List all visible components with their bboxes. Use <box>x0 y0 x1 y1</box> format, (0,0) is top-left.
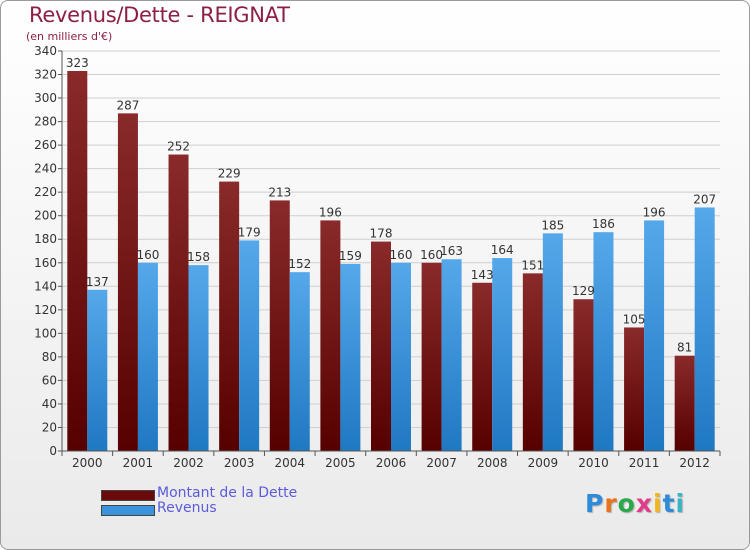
bar-debt <box>371 241 391 451</box>
bar-revenue <box>441 259 462 451</box>
legend-label-debt: Montant de la Dette <box>157 485 298 501</box>
x-tick-label: 2001 <box>123 456 154 470</box>
x-tick-label: 2000 <box>72 456 103 470</box>
y-tick-label: 60 <box>42 373 57 387</box>
y-tick-label: 0 <box>49 444 57 458</box>
x-tick-label: 2010 <box>578 456 609 470</box>
data-label-debt: 229 <box>218 167 241 181</box>
bar-revenue <box>694 207 715 451</box>
bar-revenue <box>340 263 361 451</box>
data-label-revenue: 185 <box>541 218 564 232</box>
y-tick-label: 340 <box>34 44 57 58</box>
y-tick-label: 140 <box>34 279 57 293</box>
data-label-revenue: 186 <box>592 217 615 231</box>
x-tick-label: 2009 <box>528 456 559 470</box>
bar-debt <box>522 273 543 451</box>
bar-debt <box>421 262 442 451</box>
data-label-revenue: 164 <box>491 243 514 257</box>
bar-revenue <box>391 262 411 451</box>
bar-debt <box>320 220 341 451</box>
data-label-debt: 178 <box>370 227 393 241</box>
bar-debt <box>117 113 138 452</box>
x-tick-label: 2007 <box>426 456 457 470</box>
y-tick-label: 120 <box>34 303 57 317</box>
bar-revenue <box>644 220 665 451</box>
y-tick-label: 260 <box>34 138 57 152</box>
bar-revenue <box>542 233 563 451</box>
bar-revenue <box>239 240 260 451</box>
legend-label-revenue: Revenus <box>157 500 217 516</box>
data-label-revenue: 163 <box>440 244 463 258</box>
logo-letter: i <box>675 489 686 518</box>
x-tick-label: 2004 <box>274 456 305 470</box>
y-tick-label: 80 <box>42 350 57 364</box>
data-label-debt: 213 <box>268 185 291 199</box>
y-tick-label: 220 <box>34 185 57 199</box>
logo-letter: x <box>635 489 653 518</box>
bar-revenue <box>593 232 614 451</box>
data-label-debt: 143 <box>471 268 494 282</box>
data-label-debt: 252 <box>167 140 190 154</box>
proxiti-logo: Proxiti <box>585 489 685 518</box>
data-label-debt: 196 <box>319 205 342 219</box>
x-tick-label: 2012 <box>679 456 710 470</box>
data-label-revenue: 152 <box>288 257 311 271</box>
bar-revenue <box>137 262 158 451</box>
x-tick-label: 2006 <box>376 456 407 470</box>
y-tick-label: 240 <box>34 162 57 176</box>
data-label-debt: 323 <box>66 56 89 70</box>
x-tick-label: 2003 <box>224 456 255 470</box>
bar-debt <box>67 71 88 451</box>
data-label-debt: 129 <box>572 284 595 298</box>
data-label-revenue: 158 <box>187 250 210 264</box>
data-label-revenue: 207 <box>693 192 716 206</box>
y-tick-label: 160 <box>34 256 57 270</box>
legend-swatch-debt <box>101 490 155 501</box>
logo-letter: t <box>662 489 676 518</box>
y-tick-label: 280 <box>34 115 57 129</box>
y-tick-label: 100 <box>34 326 57 340</box>
bar-debt <box>219 181 240 451</box>
logo-letter: P <box>585 489 605 518</box>
data-label-debt: 105 <box>623 312 646 326</box>
bar-debt <box>674 355 695 451</box>
bar-debt <box>573 299 594 451</box>
data-label-revenue: 160 <box>136 248 159 262</box>
logo-letter: o <box>617 489 636 518</box>
data-label-revenue: 196 <box>643 205 666 219</box>
data-label-revenue: 159 <box>339 249 362 263</box>
x-tick-label: 2011 <box>629 456 660 470</box>
bar-revenue <box>289 272 310 451</box>
chart-subtitle: (en milliers d'€) <box>26 30 113 43</box>
data-label-debt: 287 <box>116 98 139 112</box>
legend-swatch-revenue <box>101 505 155 516</box>
data-label-revenue: 160 <box>390 248 413 262</box>
data-label-revenue: 179 <box>238 225 261 239</box>
y-tick-label: 320 <box>34 68 57 82</box>
data-label-debt: 81 <box>677 341 692 355</box>
bar-debt <box>168 154 189 451</box>
x-tick-label: 2002 <box>173 456 204 470</box>
x-tick-label: 2005 <box>325 456 356 470</box>
bar-revenue <box>188 265 209 451</box>
logo-letter: r <box>604 489 618 518</box>
data-label-debt: 151 <box>521 258 544 272</box>
bar-debt <box>472 282 493 451</box>
chart-title: Revenus/Dette - REIGNAT <box>29 3 290 27</box>
data-label-debt: 160 <box>420 248 443 262</box>
y-tick-label: 40 <box>42 397 57 411</box>
y-tick-label: 20 <box>42 420 57 434</box>
logo-letter: i <box>653 489 663 518</box>
y-tick-label: 180 <box>34 232 57 246</box>
bar-revenue <box>492 258 513 451</box>
bar-revenue <box>87 289 108 451</box>
bar-debt <box>269 200 290 451</box>
x-tick-label: 2008 <box>477 456 508 470</box>
bar-debt <box>624 327 645 451</box>
y-tick-label: 200 <box>34 209 57 223</box>
y-tick-label: 300 <box>34 91 57 105</box>
data-label-revenue: 137 <box>86 275 109 289</box>
